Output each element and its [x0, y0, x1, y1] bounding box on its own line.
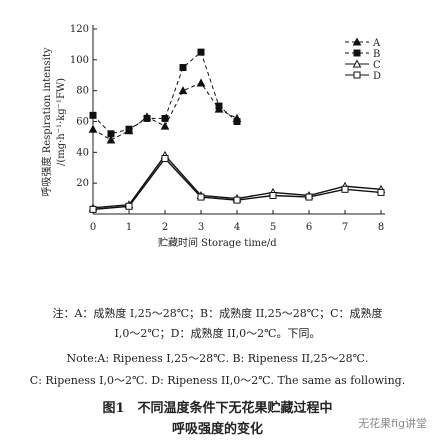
y-axis-label: 呼吸强度 Respiration intensity	[40, 47, 53, 196]
figure-title: 图1 不同温度条件下无花果贮藏过程中	[102, 401, 333, 416]
y-tick-label: 120	[70, 24, 89, 35]
marker	[341, 185, 349, 193]
marker	[88, 124, 98, 133]
marker	[377, 188, 385, 196]
x-tick-label: 1	[126, 222, 132, 233]
x-tick-label: 0	[90, 222, 96, 233]
chart: 贮藏时间 Storage time/d 呼吸强度 Respiration int…	[40, 24, 386, 249]
marker	[161, 155, 169, 162]
y-tick-label: 20	[76, 178, 89, 189]
y-tick-label: 60	[76, 117, 89, 128]
marker	[107, 130, 115, 138]
legend-label: C	[373, 60, 381, 71]
x-tick-label: 3	[198, 222, 204, 233]
note: I,0～2℃；D：成熟度 II,0～2℃。下同。	[114, 327, 321, 340]
marker	[197, 193, 205, 201]
marker	[215, 102, 223, 110]
marker	[353, 71, 361, 79]
x-tick-label: 7	[342, 222, 348, 233]
marker	[143, 114, 151, 122]
y-tick-label: 80	[76, 86, 89, 97]
marker	[269, 192, 277, 199]
marker	[233, 118, 241, 125]
marker	[352, 37, 362, 46]
note: 注：A：成熟度 I,25～28℃；B：成熟度 II,25～28℃；C：成熟度	[52, 307, 383, 320]
y-axis-unit: /(mg·h⁻¹·kg⁻¹FW)	[56, 78, 67, 166]
marker	[233, 196, 241, 204]
marker	[197, 48, 205, 56]
figure-title: 呼吸强度的变化	[171, 422, 263, 437]
note: C: Ripeness I,0～2℃. D: Ripeness II,0～2℃.…	[29, 374, 406, 387]
marker	[125, 125, 133, 133]
marker	[161, 114, 169, 122]
x-axis-label: 贮藏时间 Storage time/d	[158, 236, 277, 249]
marker	[178, 86, 188, 95]
marker	[160, 121, 170, 130]
marker	[196, 78, 206, 87]
marker	[305, 193, 313, 201]
x-tick-label: 4	[234, 222, 240, 233]
series-line	[92, 51, 238, 135]
marker	[89, 205, 97, 213]
legend-label: B	[373, 49, 380, 60]
legend-label: A	[372, 38, 381, 49]
marker	[352, 59, 362, 68]
marker	[125, 202, 133, 210]
x-tick-label: 6	[306, 222, 312, 233]
watermark: 无花果fig讲堂	[358, 417, 427, 430]
x-tick-label: 5	[270, 222, 276, 233]
x-tick-label: 8	[378, 222, 384, 233]
marker	[89, 111, 97, 119]
marker	[179, 64, 187, 72]
x-tick-label: 2	[162, 222, 168, 233]
y-tick-label: 40	[76, 147, 89, 158]
marker	[353, 49, 361, 57]
note: Note:A: Ripeness I,25～28℃. B: Ripeness I…	[66, 352, 369, 365]
marker	[106, 135, 116, 144]
legend-label: D	[373, 71, 381, 82]
y-tick-label: 100	[70, 55, 89, 66]
